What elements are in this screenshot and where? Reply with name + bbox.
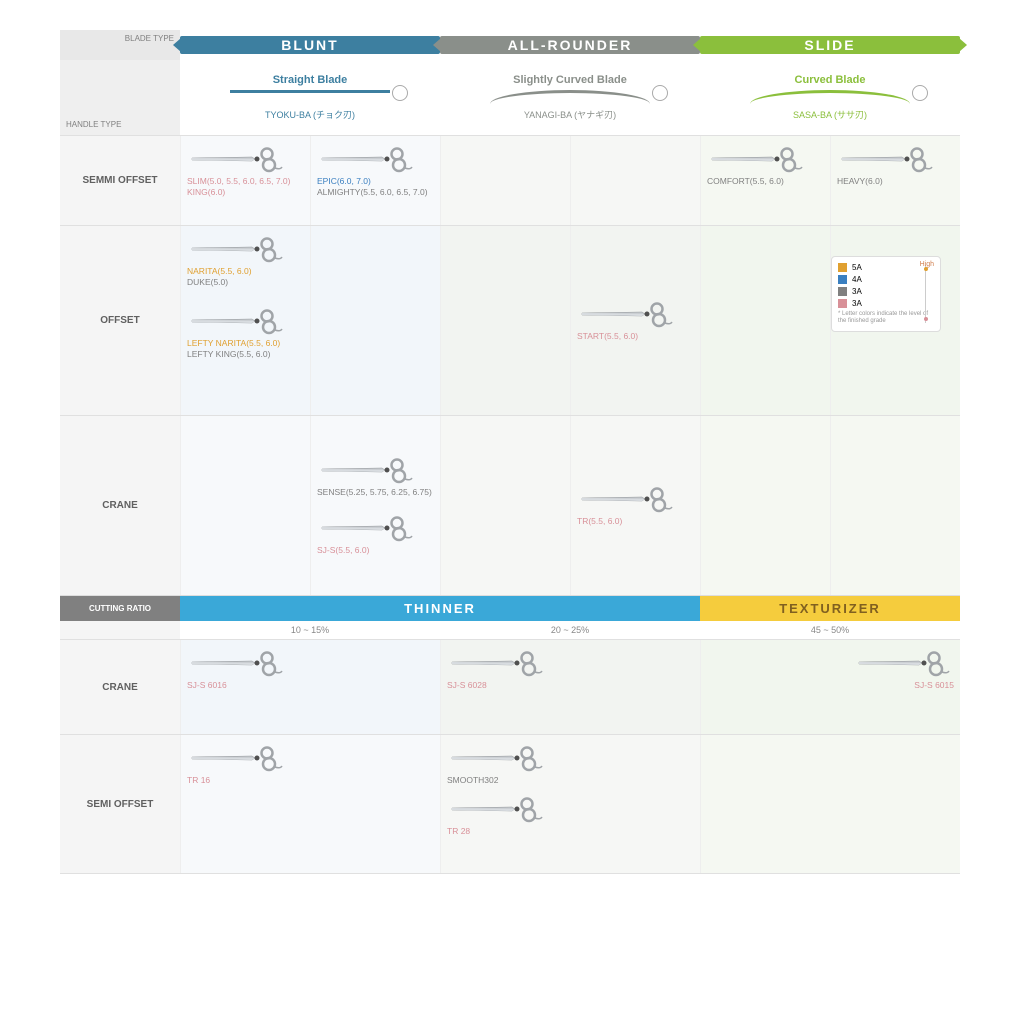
- header-allrounder: ALL-ROUNDER: [440, 30, 700, 60]
- scissors-icon: [187, 144, 287, 174]
- product-smooth302: SMOOTH302: [447, 775, 694, 786]
- product-comfort: COMFORT(5.5, 6.0): [707, 176, 824, 187]
- cutting-ratio-header: CUTTING RATIO THINNER TEXTURIZER: [60, 595, 960, 621]
- header-blunt: BLUNT: [180, 30, 440, 60]
- product-king: KING(6.0): [187, 187, 304, 198]
- product-sjs: SJ-S(5.5, 6.0): [317, 545, 434, 556]
- scissor-chart: BLADE TYPE BLUNT ALL-ROUNDER SLIDE HANDL…: [60, 30, 960, 874]
- header-thinner: THINNER: [180, 596, 700, 621]
- product-tr28: TR 28: [447, 826, 694, 837]
- product-heavy: HEAVY(6.0): [837, 176, 954, 187]
- corner-blade-label: BLADE TYPE: [60, 30, 180, 60]
- scissors-icon: [317, 455, 417, 485]
- scissors-icon: [577, 484, 677, 514]
- scissors-icon: [187, 306, 287, 336]
- scissors-icon: [187, 234, 287, 264]
- scissors-icon: [447, 794, 547, 824]
- row-label-crane: CRANE: [60, 416, 180, 595]
- product-almighty: ALMIGHTY(5.5, 6.0, 6.5, 7.0): [317, 187, 434, 198]
- scissors-icon: [854, 648, 954, 678]
- scissors-icon: [577, 299, 677, 329]
- scissors-icon: [187, 648, 287, 678]
- blade-drawings-row: HANDLE TYPE Straight Blade TYOKU-BA (チョク…: [60, 60, 960, 135]
- row-crane-thinner: CRANE SJ-S 6016 SJ-S 6028 SJ-S 6015: [60, 639, 960, 734]
- grade-legend: 5A 4A 3A 3A High * Letter colors indicat…: [831, 256, 941, 332]
- blade-straight: Straight Blade TYOKU-BA (チョク刃): [180, 60, 440, 135]
- product-sense: SENSE(5.25, 5.75, 6.25, 6.75): [317, 487, 434, 498]
- row-semi-offset: SEMI OFFSET TR 16 SMOOTH302 TR 28: [60, 734, 960, 874]
- scissors-icon: [187, 743, 287, 773]
- product-start: START(5.5, 6.0): [577, 331, 694, 342]
- product-slim: SLIM(5.0, 5.5, 6.0, 6.5, 7.0): [187, 176, 304, 187]
- product-sjs6015: SJ-S 6015: [914, 680, 954, 691]
- cutting-ratio-label: CUTTING RATIO: [60, 596, 180, 621]
- row-label-offset: OFFSET: [60, 226, 180, 415]
- header-slide: SLIDE: [700, 30, 960, 60]
- scissors-icon: [447, 648, 547, 678]
- blade-curved: Curved Blade SASA-BA (ササ刃): [700, 60, 960, 135]
- cutting-ratio-values: 10 ~ 15% 20 ~ 25% 45 ~ 50%: [60, 621, 960, 639]
- product-narita: NARITA(5.5, 6.0): [187, 266, 304, 277]
- product-sjs6016: SJ-S 6016: [187, 680, 434, 691]
- scissors-icon: [447, 743, 547, 773]
- blade-type-header: BLADE TYPE BLUNT ALL-ROUNDER SLIDE: [60, 30, 960, 60]
- product-sjs6028: SJ-S 6028: [447, 680, 694, 691]
- scissors-icon: [317, 513, 417, 543]
- product-epic: EPIC(6.0, 7.0): [317, 176, 434, 187]
- blade-slightly-curved: Slightly Curved Blade YANAGI-BA (ヤナギ刃): [440, 60, 700, 135]
- row-label-semmi: SEMMI OFFSET: [60, 136, 180, 225]
- scissors-icon: [837, 144, 937, 174]
- product-lefty-narita: LEFTY NARITA(5.5, 6.0): [187, 338, 304, 349]
- row-offset: OFFSET NARITA(5.5, 6.0) DUKE(5.0) LEFTY …: [60, 225, 960, 415]
- row-crane: CRANE SENSE(5.25, 5.75, 6.25, 6.75) SJ-S…: [60, 415, 960, 595]
- product-duke: DUKE(5.0): [187, 277, 304, 288]
- product-lefty-king: LEFTY KING(5.5, 6.0): [187, 349, 304, 360]
- row-semmi-offset: SEMMI OFFSET SLIM(5.0, 5.5, 6.0, 6.5, 7.…: [60, 135, 960, 225]
- scissors-icon: [707, 144, 807, 174]
- corner-handle-label: HANDLE TYPE: [60, 60, 180, 135]
- row-label-crane2: CRANE: [60, 640, 180, 734]
- header-texturizer: TEXTURIZER: [700, 596, 960, 621]
- row-label-semi: SEMI OFFSET: [60, 735, 180, 873]
- scissors-icon: [317, 144, 417, 174]
- product-tr16: TR 16: [187, 775, 434, 786]
- product-tr: TR(5.5, 6.0): [577, 516, 694, 527]
